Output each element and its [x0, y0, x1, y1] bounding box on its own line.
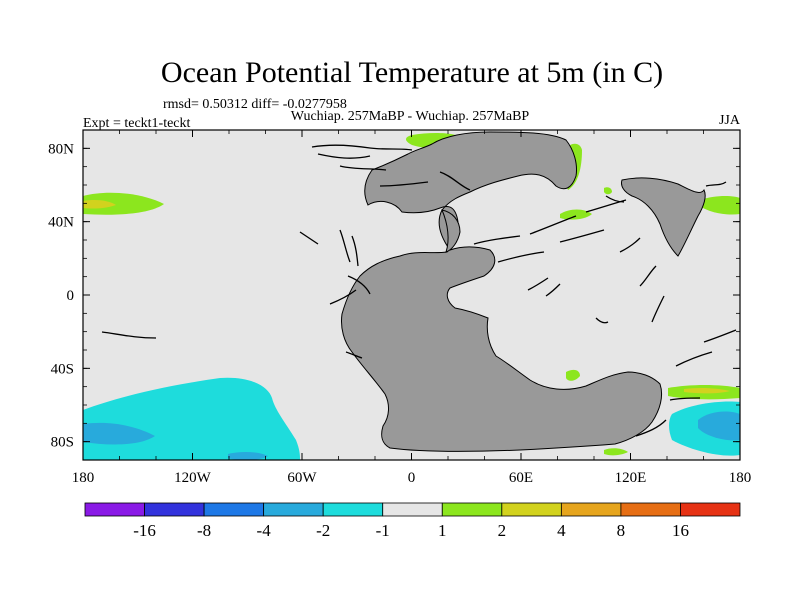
colorbar-swatch — [441, 502, 503, 517]
anomaly-region-southeast-small — [604, 187, 612, 195]
contour-line — [473, 235, 521, 245]
anomaly-layer — [83, 133, 740, 460]
anomaly-region-south-coast-1 — [566, 369, 580, 381]
landmass-pangaea-west — [341, 131, 663, 452]
colorbar-swatch — [501, 502, 562, 517]
contour-line — [345, 351, 363, 359]
colorbar-swatch — [144, 502, 205, 517]
anomaly-region-tethys-west — [560, 209, 592, 220]
anomaly-region-south-pacific-core-2 — [228, 451, 268, 460]
anomaly-region-sw-coast — [604, 448, 628, 456]
colorbar-swatch — [680, 502, 741, 517]
y-tick-label: 80N — [48, 141, 74, 157]
contour-line — [317, 153, 371, 159]
contour-line — [675, 351, 713, 367]
contour-line — [529, 215, 577, 235]
y-tick-label: 80S — [51, 435, 74, 451]
contour-line — [619, 237, 641, 253]
contour-line — [439, 171, 471, 191]
x-tick-label: 120E — [615, 470, 647, 486]
x-tick-label: 60E — [509, 470, 533, 486]
contour-line — [639, 265, 657, 287]
contour-line — [705, 181, 727, 187]
contour-line — [527, 277, 549, 291]
x-tick-label: 180 — [729, 470, 752, 486]
contour-line — [703, 329, 737, 343]
x-axis: 180 120W 60W 0 60E 120E 180 — [72, 130, 752, 486]
contour-line — [585, 199, 627, 213]
colorbar-swatch — [382, 502, 443, 517]
contour-line — [101, 331, 157, 339]
x-tick-label: 180 — [72, 470, 95, 486]
anomaly-region-tethys-east — [700, 196, 740, 215]
contour-line — [379, 181, 429, 187]
colorbar-label: -4 — [257, 521, 272, 540]
contour-line — [559, 229, 605, 243]
contour-line — [339, 165, 387, 171]
colorbar: -16 -8 -4 -2 -1 1 2 4 8 16 — [84, 502, 741, 540]
y-axis: 80N 40N 0 40S 80S — [48, 129, 740, 461]
contour-layer — [101, 144, 737, 437]
colorbar-swatch — [620, 502, 681, 517]
colorbar-label: 8 — [617, 521, 626, 540]
colorbar-label: 4 — [557, 521, 566, 540]
season-label: JJA — [719, 113, 741, 128]
landmass-northeast-block — [621, 177, 706, 257]
colorbar-swatch — [263, 502, 324, 517]
anomaly-region-south-pacific-core — [83, 422, 155, 445]
anomaly-region-south-coast-3 — [684, 387, 730, 394]
x-tick-label: 60W — [287, 470, 317, 486]
contour-line — [351, 235, 359, 267]
contour-line — [595, 317, 609, 324]
experiment-label: Expt = teckt1-teckt — [83, 116, 191, 131]
landmass-north-bridge — [441, 209, 461, 253]
contour-line — [635, 419, 667, 437]
anomaly-region-north-pacific — [83, 192, 164, 215]
contour-line — [339, 229, 351, 263]
colorbar-swatch — [322, 502, 384, 517]
colorbar-swatch — [560, 502, 622, 517]
colorbar-label: -1 — [376, 521, 390, 540]
comparison-text: Wuchiap. 257MaBP - Wuchiap. 257MaBP — [291, 109, 530, 124]
y-tick-label: 40N — [48, 215, 74, 231]
contour-line — [311, 144, 413, 151]
colorbar-label: -8 — [197, 521, 211, 540]
contour-line — [545, 283, 561, 297]
contour-line — [651, 295, 665, 323]
colorbar-label: 1 — [438, 521, 447, 540]
anomaly-region-southwest-pacific-core — [698, 411, 740, 441]
x-tick-label: 120W — [174, 470, 212, 486]
y-tick-label: 40S — [51, 361, 74, 377]
colorbar-swatch — [203, 502, 265, 517]
contour-line — [669, 397, 701, 401]
stats-text: rmsd= 0.50312 diff= -0.0277958 — [163, 97, 347, 112]
colorbar-label: -2 — [316, 521, 330, 540]
colorbar-label: -16 — [133, 521, 156, 540]
land-layer — [341, 131, 706, 452]
chart-title: Ocean Potential Temperature at 5m (in C) — [161, 56, 663, 89]
contour-line — [347, 275, 371, 295]
anomaly-region-north-pacific-core — [83, 200, 116, 209]
y-tick-label: 0 — [67, 288, 75, 304]
colorbar-label: 2 — [498, 521, 507, 540]
contour-line — [497, 251, 545, 263]
colorbar-label: 16 — [672, 521, 689, 540]
contour-line — [299, 231, 319, 245]
contour-line — [329, 289, 357, 305]
map-area — [83, 130, 740, 460]
contour-line — [605, 195, 625, 203]
x-tick-label: 0 — [408, 470, 416, 486]
colorbar-swatch — [84, 502, 145, 517]
